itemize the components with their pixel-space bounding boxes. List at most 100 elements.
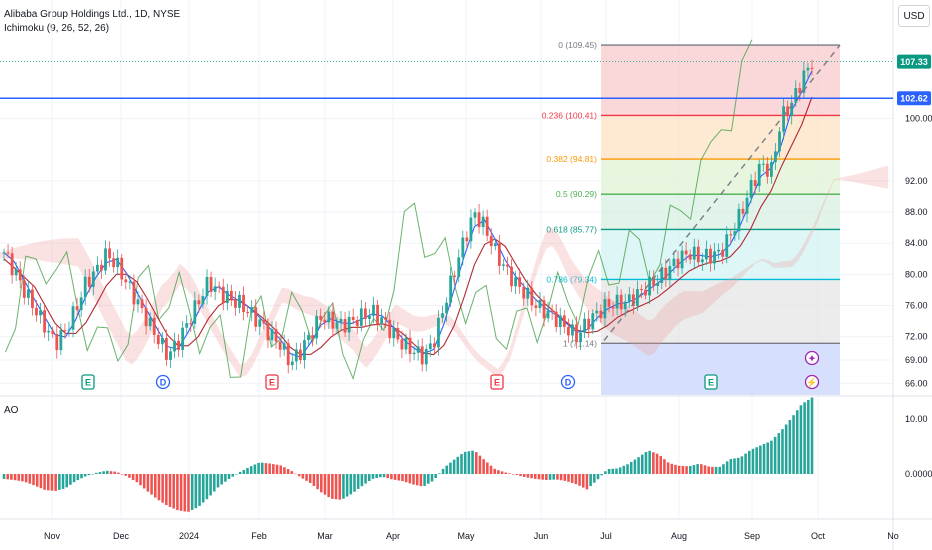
ao-bar — [581, 474, 585, 488]
ao-tick-label: 0.0000 — [905, 469, 932, 479]
ao-bar — [312, 474, 316, 487]
candle-body — [696, 246, 700, 263]
ao-bar — [275, 464, 279, 474]
ao-bar — [190, 474, 194, 510]
event-marker — [560, 374, 576, 390]
ao-bar — [65, 474, 69, 488]
candle-body — [343, 318, 347, 333]
candle-body — [201, 296, 205, 305]
ao-bar — [238, 471, 242, 474]
ao-bar — [187, 474, 190, 512]
event-marker-letter: E — [708, 378, 714, 388]
ao-indicator-label[interactable]: AO — [4, 405, 19, 416]
candle-body — [615, 294, 619, 309]
candle-body — [270, 329, 274, 341]
ao-bar — [135, 474, 139, 483]
ao-bar — [663, 459, 666, 474]
price-tick-label: 92.00 — [905, 176, 928, 186]
candle-body — [526, 287, 530, 299]
candle-body — [627, 294, 631, 302]
candle-body — [400, 339, 404, 350]
ao-bar — [220, 474, 223, 485]
candle-body — [416, 346, 420, 353]
candle-body — [355, 320, 359, 326]
candle-body — [595, 310, 599, 314]
fib-zone — [601, 115, 840, 160]
candle-body — [652, 276, 656, 286]
candle-body — [396, 328, 400, 340]
ao-bar — [367, 474, 371, 482]
candle-body — [51, 330, 55, 335]
ao-bar — [408, 474, 412, 484]
ao-bar — [32, 474, 35, 486]
candle-body — [566, 326, 570, 336]
ao-bar — [541, 474, 544, 480]
candle-body — [181, 327, 185, 350]
ao-bar — [733, 458, 736, 474]
ao-bar — [28, 474, 32, 484]
event-marker-letter: E — [494, 378, 500, 388]
ao-bar — [102, 471, 105, 474]
ao-bar — [334, 474, 338, 500]
ao-bar — [736, 457, 740, 474]
candle-body — [217, 286, 221, 288]
price-tick-label: 100.00 — [905, 114, 932, 124]
ao-bar — [382, 474, 386, 478]
ao-bar — [128, 474, 131, 478]
candle-body — [116, 257, 120, 268]
ao-bar — [338, 474, 342, 500]
time-tick-label: Mar — [317, 531, 333, 541]
last-price-value: 107.33 — [900, 57, 928, 67]
ao-bar — [537, 474, 541, 480]
price-tick-label: 88.00 — [905, 207, 928, 217]
ao-bar — [611, 468, 615, 474]
ao-bar — [770, 440, 773, 474]
ao-bar — [76, 474, 80, 481]
ao-bar — [412, 474, 415, 485]
ao-bar — [224, 474, 227, 482]
candle-body — [457, 257, 461, 277]
ao-bar — [375, 474, 378, 478]
ao-bar — [574, 474, 578, 485]
indicator-title[interactable]: Ichimoku (9, 26, 52, 26) — [4, 23, 110, 34]
candle-body — [404, 337, 408, 350]
candle-body — [307, 335, 310, 341]
candle-body — [782, 106, 785, 132]
ao-bar — [441, 468, 445, 474]
candle-body — [469, 217, 473, 242]
candle-body — [169, 351, 172, 360]
ao-bar — [342, 474, 345, 499]
ao-bar — [637, 457, 640, 474]
ao-bar — [681, 465, 685, 474]
candle-body — [22, 280, 26, 298]
ao-bar — [777, 433, 781, 474]
candle-body — [55, 334, 59, 351]
time-tick-label: 2024 — [179, 531, 199, 541]
event-marker-letter: E — [85, 378, 91, 388]
candle-body — [449, 275, 453, 303]
candle-body — [769, 162, 773, 177]
candle-body — [761, 163, 765, 165]
ao-bar — [98, 472, 102, 474]
event-marker — [490, 374, 504, 390]
ao-bar — [404, 474, 408, 483]
ao-bar — [430, 474, 434, 482]
candle-body — [108, 248, 111, 259]
ao-bar — [360, 474, 364, 487]
candle-body — [745, 197, 749, 214]
ao-bar — [72, 474, 76, 483]
candle-body — [534, 305, 538, 308]
ao-bar — [50, 474, 54, 491]
ao-bar — [35, 474, 39, 487]
symbol-title[interactable]: Alibaba Group Holdings Ltd., 1D, NYSE — [4, 9, 181, 20]
candle-body — [733, 231, 737, 236]
ao-bar — [810, 397, 814, 474]
candle-body — [790, 102, 794, 117]
ao-bar — [279, 465, 282, 474]
candle-body — [47, 330, 51, 333]
candle-body — [619, 294, 623, 310]
currency-button[interactable]: USD — [898, 5, 930, 27]
ao-bar — [94, 472, 98, 474]
candle-body — [420, 346, 424, 365]
